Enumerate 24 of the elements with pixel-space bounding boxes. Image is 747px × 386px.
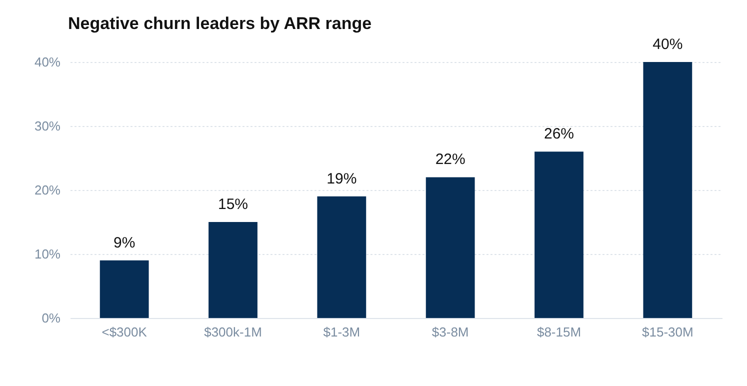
data-label: 26% (544, 126, 574, 143)
y-tick-label: 20% (34, 182, 61, 198)
chart-title: Negative churn leaders by ARR range (68, 14, 372, 33)
x-tick-label: <$300K (102, 324, 148, 340)
x-tick-label: $15-30M (642, 324, 694, 340)
data-label: 40% (652, 36, 683, 53)
bar (100, 260, 149, 318)
bar (208, 222, 258, 318)
data-label: 9% (113, 234, 136, 252)
data-label: 22% (435, 151, 466, 168)
x-tick-label: $1-3M (323, 324, 360, 340)
data-label: 15% (218, 196, 248, 213)
x-tick-label: $8-15M (536, 324, 582, 340)
x-tick-label: $3-8M (432, 324, 469, 340)
y-tick-label: 30% (34, 118, 61, 134)
y-tick-label: 10% (34, 246, 61, 262)
bar (534, 152, 584, 318)
y-tick-label: 0% (42, 310, 61, 326)
bar (426, 177, 475, 318)
x-tick-label: $300k-1M (204, 324, 262, 340)
bar (643, 62, 692, 318)
bar (317, 196, 366, 318)
data-label: 19% (326, 170, 357, 188)
y-tick-label: 40% (34, 54, 61, 70)
